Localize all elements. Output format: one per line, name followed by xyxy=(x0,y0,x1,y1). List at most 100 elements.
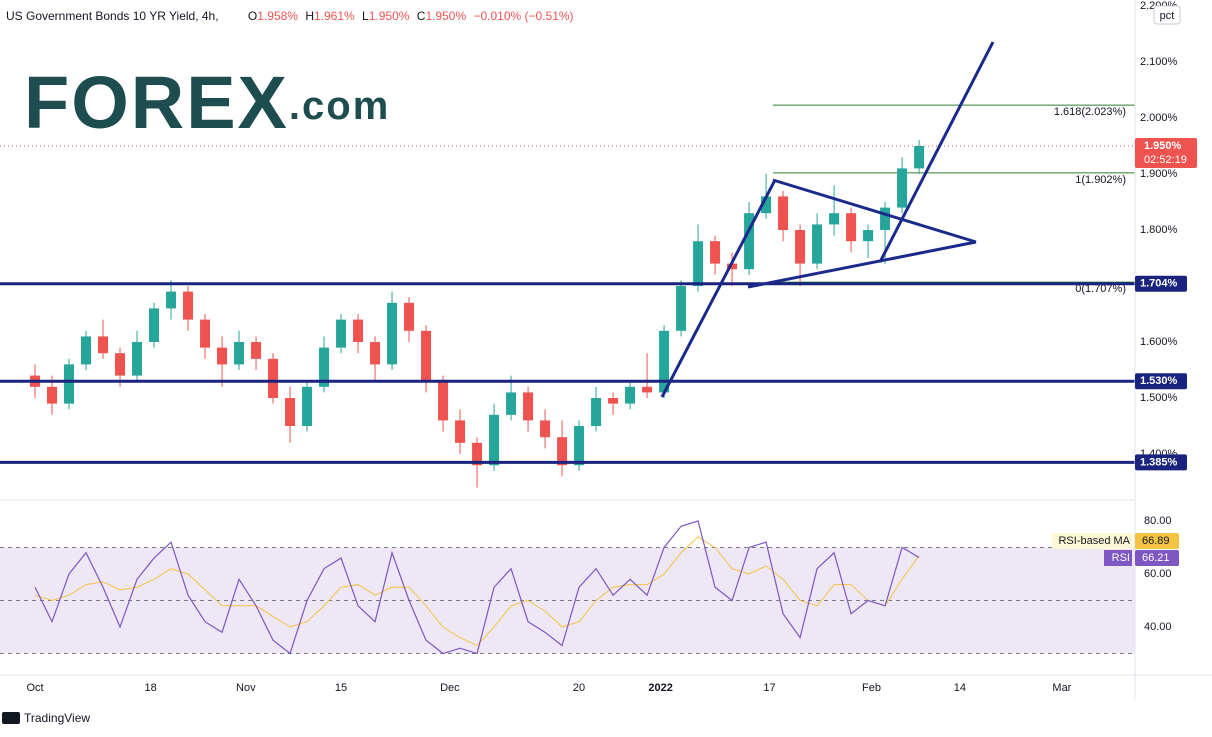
candle-body xyxy=(846,213,857,242)
candle-body xyxy=(251,342,262,359)
candle-body xyxy=(421,330,432,382)
unit-label: pct xyxy=(1160,10,1175,22)
candle-body xyxy=(234,342,245,365)
candle-body xyxy=(370,342,381,365)
y-tick-label: 1.600% xyxy=(1140,336,1178,348)
candle-body xyxy=(812,224,823,264)
candle-body xyxy=(642,386,653,393)
y-tick-label: 1.900% xyxy=(1140,168,1178,180)
level-tag xyxy=(1135,275,1187,292)
candle-body xyxy=(795,230,806,264)
value-label: 66.21 xyxy=(1142,552,1170,564)
candle-body xyxy=(47,386,58,404)
candle-body xyxy=(319,347,330,387)
candle-body xyxy=(149,308,160,343)
candle-body xyxy=(387,302,398,365)
unit-box xyxy=(1153,5,1181,25)
level-label: 1.385% xyxy=(1140,456,1178,468)
candle-body xyxy=(557,437,568,466)
fib-label: 1(1.902%) xyxy=(1075,174,1126,186)
x-tick-label: 20 xyxy=(573,682,585,694)
trend-line xyxy=(660,179,777,398)
candle-body xyxy=(659,330,670,393)
candle-body xyxy=(64,364,75,404)
candle-body xyxy=(455,420,466,443)
candle-body xyxy=(761,196,772,214)
candle-body xyxy=(115,353,126,376)
value-label: 66.89 xyxy=(1142,535,1170,547)
candle-body xyxy=(268,358,279,399)
tv-icon xyxy=(2,712,20,724)
y-tick-label: 2.100% xyxy=(1140,56,1178,68)
candle-body xyxy=(676,286,687,331)
last-price-label: 1.950% xyxy=(1144,140,1182,152)
series-tag xyxy=(1052,533,1132,549)
x-tick-label: Mar xyxy=(1052,682,1071,694)
fib-label: 1.618(2.023%) xyxy=(1054,106,1126,118)
candle-body xyxy=(710,241,721,264)
y-tick-label: 1.800% xyxy=(1140,224,1178,236)
trend-lines xyxy=(660,41,995,398)
candle-body xyxy=(744,213,755,270)
logo-suffix: .com xyxy=(289,84,390,128)
candle-body xyxy=(200,319,211,348)
ohlc-label: O xyxy=(248,9,257,23)
candle-body xyxy=(302,386,313,427)
candle-body xyxy=(829,213,840,225)
countdown: 02:52:19 xyxy=(1144,154,1187,166)
candle-body xyxy=(914,146,925,169)
candle-body xyxy=(438,381,449,421)
logo-text: FOREX xyxy=(24,61,289,144)
x-tick-label: 17 xyxy=(763,682,775,694)
last-price-tag xyxy=(1135,138,1197,169)
candle-body xyxy=(98,336,109,354)
candle-body xyxy=(625,386,636,404)
trend-line xyxy=(878,41,995,263)
candle-body xyxy=(897,168,908,208)
y-tick-label: 2.000% xyxy=(1140,112,1178,124)
y-tick-label: 1.500% xyxy=(1140,392,1178,404)
candle-body xyxy=(880,207,891,231)
y-tick-label: 80.00 xyxy=(1144,515,1172,527)
ohlc-value: 1.950% xyxy=(369,9,410,23)
y-tick-label: 60.00 xyxy=(1144,568,1172,580)
candle-body xyxy=(489,414,500,466)
candle-body xyxy=(608,398,619,404)
symbol-title: US Government Bonds 10 YR Yield, 4h, xyxy=(6,9,219,23)
fib-label: 0(1.707%) xyxy=(1075,283,1126,295)
rsi-line xyxy=(34,520,920,655)
candle-body xyxy=(166,291,177,309)
level-tag xyxy=(1135,454,1187,471)
panes: 1.400%1.500%1.600%1.700%1.800%1.900%2.00… xyxy=(0,0,1178,655)
logo: FOREX.com xyxy=(24,61,390,144)
chart-header: US Government Bonds 10 YR Yield, 4h, O1.… xyxy=(6,9,574,23)
candle-body xyxy=(591,398,602,427)
x-tick-label: Nov xyxy=(236,682,256,694)
ohlc-label: H xyxy=(305,9,314,23)
x-tick-label: Oct xyxy=(26,682,43,694)
rsi-line xyxy=(34,536,920,647)
candle-body xyxy=(506,392,517,415)
level-tag xyxy=(1135,373,1187,390)
candle-body xyxy=(778,196,789,231)
ohlc-value: 1.961% xyxy=(314,9,355,23)
candle-body xyxy=(183,291,194,320)
candle-body xyxy=(472,442,483,466)
triangle-line xyxy=(747,240,977,289)
ohlc-label: L xyxy=(362,9,369,23)
candle-body xyxy=(132,342,143,376)
candle-body xyxy=(81,336,92,365)
ohlc-value: 1.958% xyxy=(257,9,298,23)
candle-body xyxy=(863,230,874,242)
candle-body xyxy=(693,241,704,287)
x-tick-label: 14 xyxy=(954,682,966,694)
level-label: 1.530% xyxy=(1140,375,1178,387)
value-tag xyxy=(1135,533,1179,549)
candle-body xyxy=(217,347,228,365)
change: −0.010% (−0.51%) xyxy=(473,9,573,23)
series-tag xyxy=(1104,550,1132,566)
candle-body xyxy=(523,392,534,421)
x-tick-label: Dec xyxy=(440,682,460,694)
candle-body xyxy=(727,263,738,270)
